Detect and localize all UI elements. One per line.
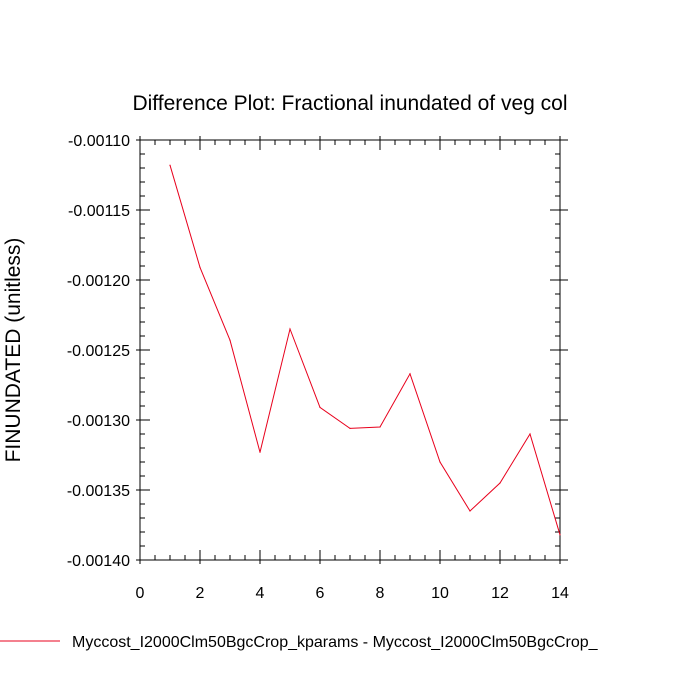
x-tick-label: 10 xyxy=(431,585,449,602)
data-point xyxy=(169,164,171,166)
x-tick-label: 14 xyxy=(551,585,569,602)
legend: Myccost_I2000Clm50BgcCrop_kparams - Mycc… xyxy=(0,634,599,651)
chart-title: Difference Plot: Fractional inundated of… xyxy=(132,92,567,115)
data-point xyxy=(559,534,561,536)
x-tick-label: 4 xyxy=(256,585,265,602)
data-point xyxy=(439,461,441,463)
data-point xyxy=(529,433,531,435)
y-tick-label: -0.00120 xyxy=(67,273,130,290)
series-line xyxy=(169,165,561,535)
data-point xyxy=(499,482,501,484)
plot-frame xyxy=(139,139,561,561)
data-point xyxy=(289,328,291,330)
x-tick-label: 0 xyxy=(136,585,145,602)
y-axis-label: FINUNDATED (unitless) xyxy=(2,238,25,463)
x-tick-label: 6 xyxy=(316,585,325,602)
legend-label: Myccost_I2000Clm50BgcCrop_kparams - Mycc… xyxy=(72,634,599,651)
data-point xyxy=(199,266,201,268)
y-tick-label: -0.00140 xyxy=(67,553,130,570)
x-tick-label: 2 xyxy=(196,585,205,602)
x-tick-label: 12 xyxy=(491,585,509,602)
data-point xyxy=(349,427,351,429)
y-tick-label: -0.00110 xyxy=(68,133,130,150)
plot-border xyxy=(139,139,561,561)
data-point xyxy=(319,406,321,408)
data-point xyxy=(259,451,261,453)
y-tick-label: -0.00130 xyxy=(67,413,130,430)
y-tick-label: -0.00125 xyxy=(67,343,130,360)
x-tick-label: 8 xyxy=(376,585,385,602)
data-point xyxy=(469,510,471,512)
data-point xyxy=(409,373,411,375)
data-point xyxy=(379,426,381,428)
series-layer xyxy=(169,164,561,536)
data-point xyxy=(229,339,231,341)
axis-ticks: 0 2 4 6 8 10 12 14 -0.00110 -0.00115 -0.00120 -0.00… xyxy=(67,133,569,602)
y-tick-label: -0.00135 xyxy=(67,483,130,500)
y-tick-label: -0.00115 xyxy=(68,203,130,220)
